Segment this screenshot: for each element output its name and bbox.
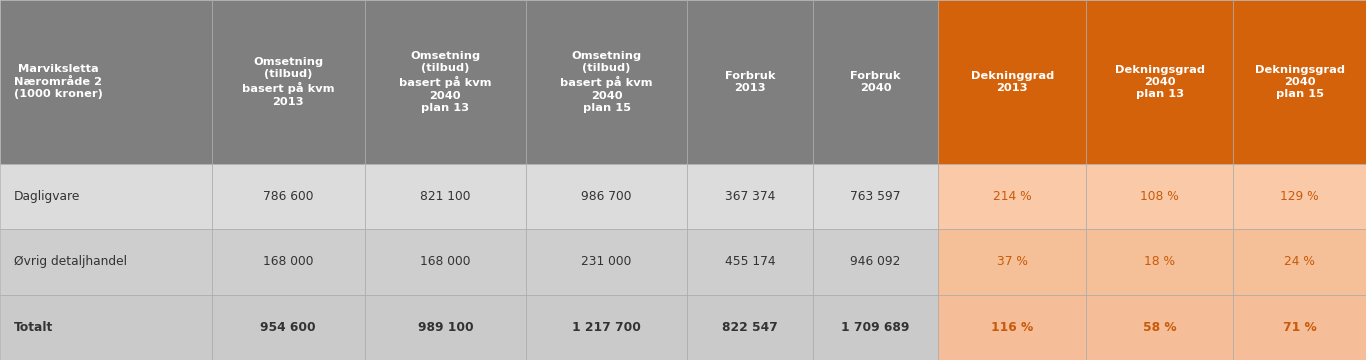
Bar [687,164,813,229]
Bar [1086,229,1233,294]
Bar [813,294,938,360]
Bar [212,294,365,360]
Text: Dagligvare: Dagligvare [14,190,81,203]
Text: 58 %: 58 % [1143,321,1176,334]
Text: Totalt: Totalt [14,321,53,334]
Bar [526,229,687,294]
Bar [938,0,1086,164]
Bar [938,164,1086,229]
Text: Omsetning
(tilbud)
basert på kvm
2040
plan 15: Omsetning (tilbud) basert på kvm 2040 pl… [560,51,653,113]
Bar [1233,229,1366,294]
Text: 821 100: 821 100 [421,190,470,203]
Text: 108 %: 108 % [1141,190,1179,203]
Text: Omsetning
(tilbud)
basert på kvm
2040
plan 13: Omsetning (tilbud) basert på kvm 2040 pl… [399,51,492,113]
Bar [526,0,687,164]
Bar [526,164,687,229]
Bar [0,164,212,229]
Bar [365,164,526,229]
Bar [0,229,212,294]
Text: Forbruk
2040: Forbruk 2040 [851,71,900,93]
Text: Dekningsgrad
2040
plan 13: Dekningsgrad 2040 plan 13 [1115,64,1205,99]
Text: 18 %: 18 % [1145,255,1175,269]
Bar [212,164,365,229]
Text: 37 %: 37 % [997,255,1027,269]
Bar [1086,0,1233,164]
Text: Marviksletta
Nærområde 2
(1000 kroner): Marviksletta Nærområde 2 (1000 kroner) [14,64,102,99]
Text: 168 000: 168 000 [264,255,313,269]
Bar [1233,294,1366,360]
Bar [813,229,938,294]
Bar [0,0,212,164]
Text: 214 %: 214 % [993,190,1031,203]
Text: 168 000: 168 000 [421,255,470,269]
Text: 129 %: 129 % [1280,190,1320,203]
Bar [212,229,365,294]
Bar [1233,164,1366,229]
Bar [813,0,938,164]
Text: 763 597: 763 597 [851,190,900,203]
Bar [687,229,813,294]
Bar [1086,164,1233,229]
Bar [1233,0,1366,164]
Bar [1086,294,1233,360]
Bar [938,294,1086,360]
Bar [365,229,526,294]
Bar [687,0,813,164]
Text: 24 %: 24 % [1284,255,1315,269]
Text: 116 %: 116 % [992,321,1033,334]
Text: 822 547: 822 547 [723,321,777,334]
Bar [212,0,365,164]
Text: 1 709 689: 1 709 689 [841,321,910,334]
Text: 367 374: 367 374 [725,190,775,203]
Bar [938,229,1086,294]
Text: 1 217 700: 1 217 700 [572,321,641,334]
Text: Dekningsgrad
2040
plan 15: Dekningsgrad 2040 plan 15 [1255,64,1344,99]
Text: Dekninggrad
2013: Dekninggrad 2013 [971,71,1053,93]
Bar [813,164,938,229]
Bar [0,294,212,360]
Text: 455 174: 455 174 [724,255,776,269]
Text: Omsetning
(tilbud)
basert på kvm
2013: Omsetning (tilbud) basert på kvm 2013 [242,57,335,107]
Text: Forbruk
2013: Forbruk 2013 [725,71,775,93]
Text: 954 600: 954 600 [261,321,316,334]
Text: 231 000: 231 000 [582,255,631,269]
Bar [526,294,687,360]
Text: 786 600: 786 600 [264,190,313,203]
Bar [365,294,526,360]
Text: 989 100: 989 100 [418,321,473,334]
Text: Øvrig detaljhandel: Øvrig detaljhandel [14,255,127,269]
Text: 71 %: 71 % [1283,321,1317,334]
Bar [365,0,526,164]
Text: 946 092: 946 092 [851,255,900,269]
Bar [687,294,813,360]
Text: 986 700: 986 700 [582,190,631,203]
